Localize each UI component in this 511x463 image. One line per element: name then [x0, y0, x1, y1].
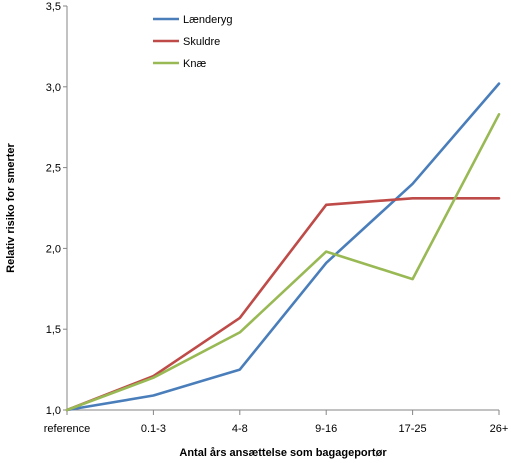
x-tick-labels: reference 0.1-3 4-8 9-16 17-25 26+: [44, 423, 509, 435]
y-tick-label: 1,0: [46, 405, 61, 417]
series-lines: [65, 82, 501, 412]
y-tick-label: 2,0: [46, 243, 61, 255]
y-tick-label: 3,0: [46, 82, 61, 94]
legend-label: Lænderyg: [183, 14, 233, 26]
x-axis-title: Antal års ansættelse som bagageportør: [179, 447, 387, 459]
legend-label: Skuldre: [183, 36, 220, 48]
x-tick-label: 4-8: [232, 423, 248, 435]
y-tick-labels: 1,0 1,5 2,0 2,5 3,0 3,5: [46, 1, 61, 417]
legend: Lænderyg Skuldre Knæ: [153, 14, 233, 70]
y-tick-label: 3,5: [46, 1, 61, 13]
legend-label: Knæ: [183, 58, 206, 70]
x-tick-label: 0.1-3: [141, 423, 166, 435]
y-tick-label: 1,5: [46, 324, 61, 336]
series-line-2: [65, 197, 501, 412]
series-line-1: [65, 82, 501, 412]
x-tick-label: 9-16: [315, 423, 337, 435]
y-axis-title: Relativ risiko for smerter: [5, 142, 17, 272]
x-tick-label: 17-25: [399, 423, 427, 435]
series-line-3: [65, 113, 501, 412]
x-tick-label: reference: [44, 423, 90, 435]
x-tick-label: 26+: [490, 423, 509, 435]
axes: [63, 5, 500, 415]
y-tick-label: 2,5: [46, 163, 61, 175]
